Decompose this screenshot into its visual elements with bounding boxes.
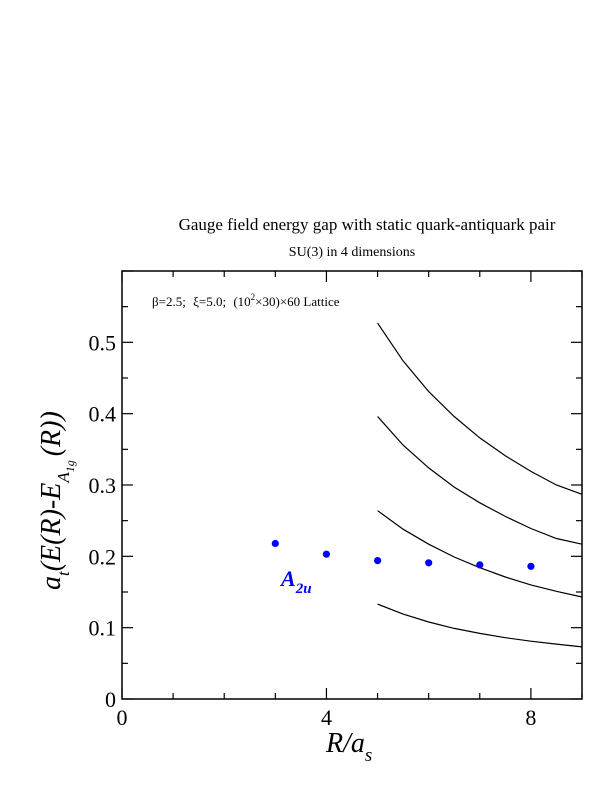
y-axis-label-tail: (R)) bbox=[36, 411, 67, 456]
lattice-annotation: β=2.5; ξ=5.0; (102×30)×60 Lattice bbox=[152, 292, 340, 309]
chart-subtitle: SU(3) in 4 dimensions bbox=[289, 245, 415, 260]
y-axis-label-body: (E(R)-E bbox=[36, 483, 67, 572]
y-tick-label: 0.4 bbox=[89, 402, 117, 427]
y-tick-label: 0.1 bbox=[89, 616, 117, 641]
x-ticks: 0 4 8 bbox=[117, 271, 583, 730]
y-tick-label: 0 bbox=[105, 687, 116, 712]
reference-curve-3 bbox=[377, 416, 583, 545]
series-label-a2u: A2u bbox=[279, 566, 312, 597]
x-axis-label: R/as bbox=[325, 728, 372, 766]
y-axis-label-t: t bbox=[54, 570, 73, 576]
reference-curve-4 bbox=[377, 322, 583, 495]
y-axis-label-subg: g bbox=[63, 460, 77, 466]
x-tick-label: 0 bbox=[117, 705, 128, 730]
data-points bbox=[271, 539, 535, 570]
data-point bbox=[527, 562, 535, 570]
chart-title: Gauge field energy gap with static quark… bbox=[179, 215, 556, 234]
plot-frame bbox=[121, 270, 583, 700]
annotation-lattice-exp: 2 bbox=[251, 292, 256, 302]
reference-curves bbox=[377, 322, 583, 648]
data-point bbox=[374, 557, 382, 565]
y-tick-label: 0.3 bbox=[89, 473, 117, 498]
x-tick-label: 4 bbox=[321, 705, 332, 730]
y-tick-label: 0.5 bbox=[89, 330, 117, 355]
annotation-lattice-open: (10 bbox=[233, 294, 250, 309]
y-ticks: 0 0.1 0.2 0.3 0.4 0.5 bbox=[89, 270, 582, 712]
data-point bbox=[271, 539, 279, 548]
y-axis-label-sub1: 1 bbox=[63, 466, 77, 472]
x-tick-label: 8 bbox=[525, 705, 536, 730]
y-axis-label: at(E(R)-EA1g (R)) bbox=[36, 411, 77, 590]
x-axis-label-sub: s bbox=[365, 745, 372, 766]
y-axis-label-a: a bbox=[36, 576, 67, 590]
annotation-lattice-close: ×30)×60 Lattice bbox=[255, 294, 340, 309]
series-label-sub: 2u bbox=[295, 581, 312, 597]
reference-curve-1 bbox=[377, 603, 583, 648]
y-tick-label: 0.2 bbox=[89, 544, 117, 569]
reference-curve-2 bbox=[377, 510, 583, 598]
series-label-main: A bbox=[279, 566, 296, 591]
data-point bbox=[322, 550, 330, 558]
x-axis-label-main: R/a bbox=[325, 728, 365, 759]
data-point bbox=[476, 561, 484, 569]
annotation-xi: ξ=5.0; bbox=[193, 294, 226, 309]
annotation-beta: β=2.5; bbox=[152, 294, 186, 309]
y-axis-label-a1g: A bbox=[54, 472, 73, 484]
data-point bbox=[425, 559, 433, 567]
